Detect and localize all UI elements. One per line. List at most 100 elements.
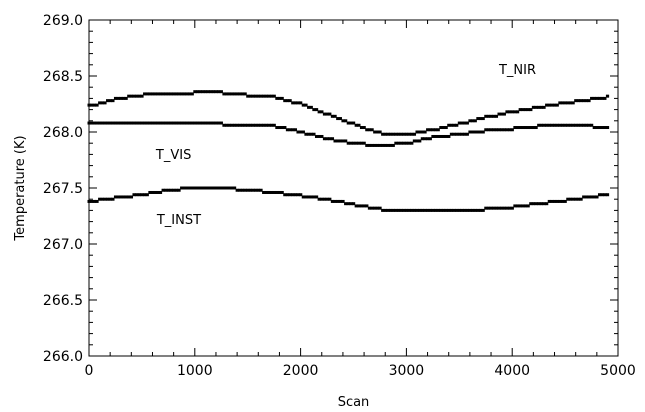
data-point — [391, 143, 395, 147]
data-point — [201, 186, 205, 190]
data-point — [431, 208, 435, 212]
data-point — [291, 128, 295, 132]
data-point — [106, 99, 110, 103]
annotation-t-nir: T_NIR — [498, 63, 536, 78]
data-point — [248, 123, 253, 127]
data-point — [465, 121, 469, 125]
data-point — [164, 188, 168, 192]
data-point — [238, 123, 242, 127]
data-point — [248, 94, 253, 98]
data-point — [214, 186, 218, 190]
data-point — [515, 110, 520, 114]
data-point — [587, 99, 591, 103]
data-point — [455, 132, 459, 136]
data-point — [214, 121, 218, 125]
data-point — [275, 190, 279, 194]
data-point — [296, 130, 300, 134]
data-point — [293, 101, 298, 105]
data-point — [153, 190, 157, 194]
data-point — [568, 197, 573, 201]
data-point — [158, 190, 163, 194]
data-point — [119, 121, 123, 125]
data-point — [103, 101, 107, 105]
data-point — [190, 92, 194, 96]
data-point — [492, 128, 496, 132]
data-point — [576, 197, 581, 201]
data-point — [563, 123, 567, 127]
y-tick-label: 267.0 — [43, 237, 83, 253]
data-point — [539, 105, 543, 109]
data-point — [373, 206, 377, 210]
data-point — [465, 208, 469, 212]
data-point — [222, 92, 226, 96]
data-point — [404, 132, 409, 136]
data-point — [476, 130, 480, 134]
y-tick-label: 267.5 — [43, 181, 83, 197]
data-point — [441, 126, 446, 130]
data-point — [299, 193, 303, 197]
data-point — [145, 121, 149, 125]
data-point — [227, 123, 231, 127]
data-point — [98, 121, 102, 125]
data-point — [571, 123, 575, 127]
data-point — [486, 206, 491, 210]
data-point — [111, 197, 115, 201]
data-point — [293, 128, 298, 132]
data-point — [336, 117, 340, 121]
data-point — [590, 96, 594, 100]
data-point — [177, 188, 181, 192]
data-point — [172, 188, 176, 192]
data-point — [267, 94, 271, 98]
data-point — [203, 121, 208, 125]
data-point — [603, 193, 607, 197]
data-point — [225, 92, 229, 96]
data-point — [523, 204, 528, 208]
data-point — [471, 208, 475, 212]
data-point — [166, 121, 171, 125]
data-point — [605, 94, 610, 98]
data-point — [587, 123, 591, 127]
data-point — [129, 121, 134, 125]
data-point — [198, 186, 202, 190]
data-point — [320, 134, 324, 138]
data-point — [494, 114, 499, 118]
data-point — [457, 208, 461, 212]
data-point — [389, 208, 393, 212]
data-point — [127, 195, 131, 199]
data-point — [558, 101, 562, 105]
data-point — [531, 105, 536, 109]
data-point — [113, 121, 118, 125]
data-point — [534, 105, 538, 109]
data-point — [505, 128, 509, 132]
data-point — [375, 206, 380, 210]
data-point — [325, 137, 329, 141]
data-point — [127, 94, 131, 98]
data-point — [375, 130, 380, 134]
data-point — [471, 119, 475, 123]
data-point — [256, 188, 260, 192]
data-point — [481, 117, 485, 121]
data-point — [452, 132, 456, 136]
data-point — [447, 123, 451, 127]
data-point — [180, 186, 184, 190]
data-point — [148, 190, 152, 194]
data-point — [161, 121, 165, 125]
data-point — [362, 141, 366, 145]
data-point — [201, 121, 205, 125]
data-point — [312, 108, 316, 112]
data-point — [523, 126, 528, 130]
data-point — [386, 208, 390, 212]
data-point — [219, 121, 223, 125]
data-point — [312, 195, 316, 199]
data-point — [365, 143, 369, 147]
data-point — [595, 96, 599, 100]
data-point — [444, 208, 448, 212]
data-point — [235, 123, 239, 127]
data-point — [145, 193, 149, 197]
data-point — [553, 123, 557, 127]
data-point — [264, 190, 268, 194]
data-point — [92, 103, 96, 107]
data-point — [254, 188, 258, 192]
data-point — [111, 121, 115, 125]
data-point — [497, 206, 501, 210]
